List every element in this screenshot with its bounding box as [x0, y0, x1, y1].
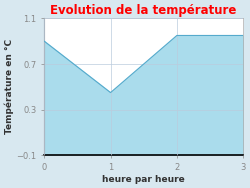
Title: Evolution de la température: Evolution de la température — [50, 4, 237, 17]
X-axis label: heure par heure: heure par heure — [102, 175, 185, 184]
Y-axis label: Température en °C: Température en °C — [4, 39, 14, 134]
